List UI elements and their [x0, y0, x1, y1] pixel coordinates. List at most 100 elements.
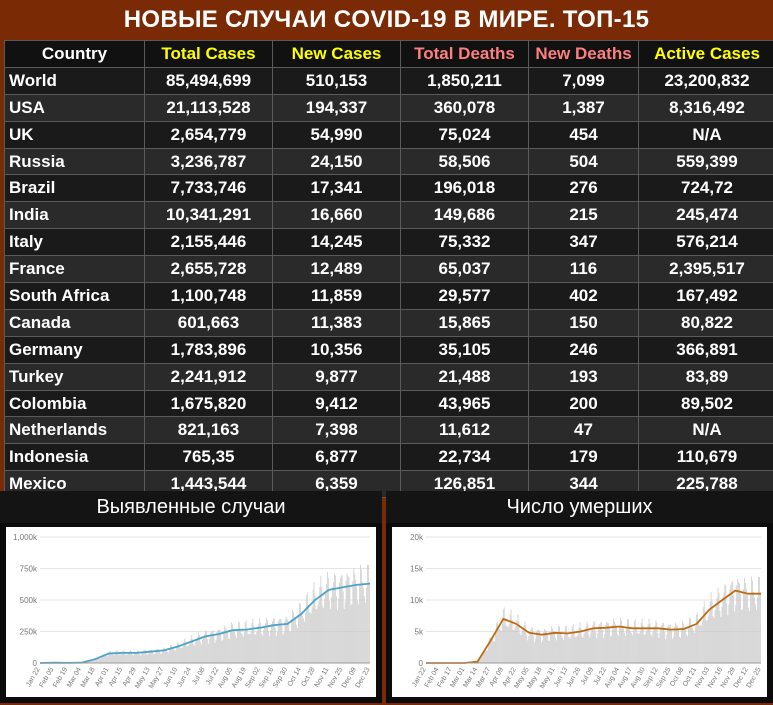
value-cell: 3,236,787 [144, 147, 273, 176]
value-cell: 6,877 [272, 443, 401, 472]
value-cell: 15,865 [400, 308, 529, 337]
bar [573, 630, 575, 663]
bar [596, 638, 598, 663]
bar [551, 626, 552, 663]
bar [274, 628, 276, 663]
value-cell: 29,577 [400, 282, 529, 310]
column-header: Country [4, 40, 145, 68]
bar [189, 643, 191, 663]
bar [669, 624, 671, 663]
bar [493, 640, 494, 663]
bar [212, 630, 214, 663]
bar [140, 653, 142, 663]
bar [506, 626, 508, 663]
bar [629, 631, 631, 663]
bar [540, 635, 541, 663]
bar [229, 639, 230, 663]
bar [178, 645, 180, 663]
bar [553, 631, 554, 663]
bar [753, 591, 754, 663]
bar [267, 620, 268, 663]
value-cell: 1,783,896 [144, 335, 273, 364]
table-header-row: Country Total Cases New Cases Total Deaths N… [4, 40, 773, 68]
bar [489, 637, 490, 663]
value-cell: 347 [528, 228, 639, 257]
y-tick-label: 750k [20, 565, 38, 574]
bar [604, 634, 606, 663]
value-cell: 10,356 [272, 335, 401, 364]
table-row: France 2,655,728 12,489 65,037 116 2,395,517 [4, 255, 773, 284]
bar [115, 651, 117, 663]
bar [123, 649, 125, 663]
bar [519, 632, 521, 663]
bar [287, 619, 289, 663]
bar [491, 638, 492, 663]
cases-chart-title: Выявленные случаи [0, 491, 382, 523]
bar [198, 632, 199, 663]
bar [593, 620, 595, 663]
bar [292, 609, 294, 663]
bar [514, 627, 516, 663]
bar [238, 622, 240, 663]
bar [277, 621, 279, 663]
bar [722, 597, 724, 663]
bar [755, 604, 756, 663]
bar [98, 657, 99, 663]
country-cell: Colombia [4, 389, 145, 418]
bar [739, 583, 741, 663]
bar [692, 628, 693, 663]
bar [485, 649, 486, 663]
bar [153, 654, 155, 663]
bar [303, 618, 304, 663]
bar [675, 622, 676, 663]
value-cell: 454 [528, 120, 639, 149]
bar [481, 655, 482, 663]
value-cell: 35,105 [400, 335, 529, 364]
bar [211, 630, 213, 663]
bar [754, 597, 755, 663]
bar [170, 644, 171, 663]
y-tick-label: 1,000k [13, 533, 38, 542]
bar [556, 640, 557, 663]
bar [681, 627, 682, 663]
bar [345, 580, 347, 663]
value-cell: 22,734 [400, 443, 529, 472]
bar [341, 575, 343, 663]
bar [222, 639, 224, 663]
value-cell: 89,502 [638, 389, 773, 418]
bar [301, 612, 302, 663]
bar [732, 580, 734, 663]
bar [139, 655, 141, 663]
bar [550, 632, 551, 663]
bar [369, 582, 370, 663]
bar [321, 586, 323, 663]
bar [90, 660, 92, 663]
table-row: World 85,494,699 510,153 1,850,211 7,099 23,2… [4, 66, 773, 95]
value-cell: 149,686 [400, 201, 529, 230]
bar [650, 634, 652, 663]
bar [562, 639, 564, 663]
bar [522, 628, 524, 663]
bar [523, 625, 525, 663]
bar [615, 624, 616, 663]
bar [296, 625, 297, 663]
bar [133, 655, 134, 663]
bar [334, 573, 335, 663]
bar [264, 626, 265, 663]
bar [227, 632, 229, 663]
bar [143, 650, 145, 663]
bar [507, 627, 509, 663]
bar [678, 629, 679, 663]
bar [354, 573, 356, 663]
bar [186, 646, 188, 663]
bar [686, 634, 687, 663]
bar [201, 644, 202, 663]
country-cell: Italy [4, 228, 145, 257]
bar [159, 650, 161, 663]
bar [652, 631, 654, 663]
bar [241, 634, 243, 663]
bar [673, 636, 674, 663]
bar [730, 584, 732, 663]
y-tick-label: 10k [410, 596, 424, 605]
bar [515, 625, 517, 663]
